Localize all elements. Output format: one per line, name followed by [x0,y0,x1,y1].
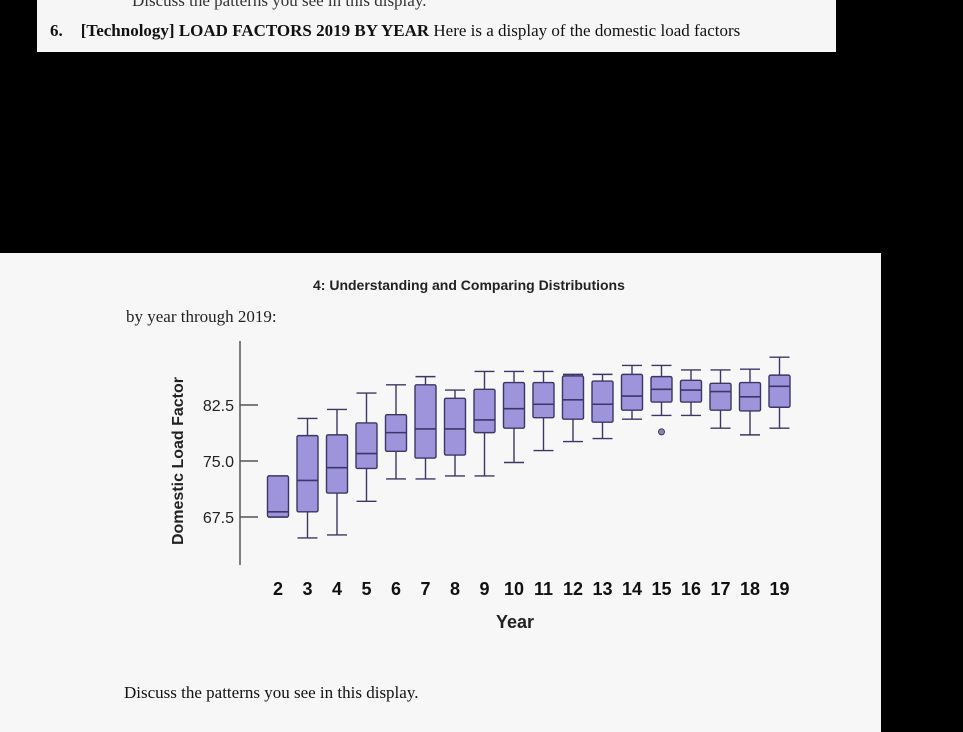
x-axis-label: Year [496,612,534,632]
box-11 [532,370,555,452]
box-7 [414,375,437,480]
iqr-box [502,381,526,429]
box-18 [738,368,762,436]
box-6 [384,384,408,480]
box-14 [620,364,644,420]
x-tick-label: 8 [450,579,460,599]
iqr-box [266,475,290,518]
x-tick-label: 15 [651,579,671,599]
x-tick-label: 14 [622,579,642,599]
x-tick-label: 6 [391,579,401,599]
x-tick-label: 11 [534,579,553,599]
x-tick-label: 18 [740,579,760,599]
x-tick-label: 19 [769,579,789,599]
y-tick-label: 82.5 [203,398,234,415]
textbook-page: 4: Understanding and Comparing Distribut… [0,253,881,732]
iqr-box [296,434,319,513]
iqr-box [355,422,378,470]
y-tick-label: 75.0 [203,454,234,471]
x-tick-label: 9 [479,579,489,599]
iqr-box [768,374,791,408]
iqr-box [443,397,467,456]
x-tick-label: 7 [420,579,430,599]
box-17 [709,369,732,429]
iqr-box [473,388,496,434]
problem-text: Here is a display of the domestic load f… [433,21,741,40]
problem-title: LOAD FACTORS 2019 BY YEAR [178,21,430,40]
y-axis-label: Domestic Load Factor [170,377,187,545]
box-13 [591,373,614,440]
problem-strip: Discuss the patterns you see in this dis… [37,0,836,52]
box-4 [325,408,349,536]
x-tick-label: 16 [681,579,701,599]
iqr-box [325,434,349,494]
iqr-box [709,382,732,411]
iqr-box [532,381,555,419]
outlier-point [658,428,665,436]
box-9 [473,370,496,477]
x-tick-label: 12 [563,579,583,599]
x-tick-label: 2 [273,579,283,599]
x-tick-label: 3 [302,579,312,599]
page-header: 4: Understanding and Comparing Distribut… [313,277,625,293]
x-tick-label: 17 [710,579,730,599]
x-tick-label: 5 [361,579,371,599]
box-8 [443,389,467,477]
box-19 [768,356,791,429]
box-12 [561,373,585,443]
problem-statement: 6. [Technology] LOAD FACTORS 2019 BY YEAR… [50,21,740,41]
iqr-box [620,373,644,411]
iqr-box [679,379,703,403]
boxplot-chart: Domestic Load Factor Year 67.5 75.0 82.5 2… [170,341,791,632]
box-2 [266,475,290,518]
box-15 [650,364,673,436]
x-tick-label: 4 [332,579,342,599]
cut-off-text: Discuss the patterns you see in this dis… [132,0,427,10]
box-3 [296,417,319,539]
problem-tag: [Technology] [80,21,175,40]
iqr-box [591,380,614,423]
box-16 [679,369,703,417]
intro-text: by year through 2019: [126,307,277,326]
box-10 [502,370,526,464]
problem-number: 6. [50,21,63,40]
y-tick-label: 67.5 [203,510,234,527]
iqr-box [414,384,437,459]
box-5 [355,392,378,503]
iqr-box [561,375,585,420]
closing-question: Discuss the patterns you see in this dis… [124,683,419,702]
x-tick-label: 10 [504,579,524,599]
x-tick-label: 13 [592,579,612,599]
